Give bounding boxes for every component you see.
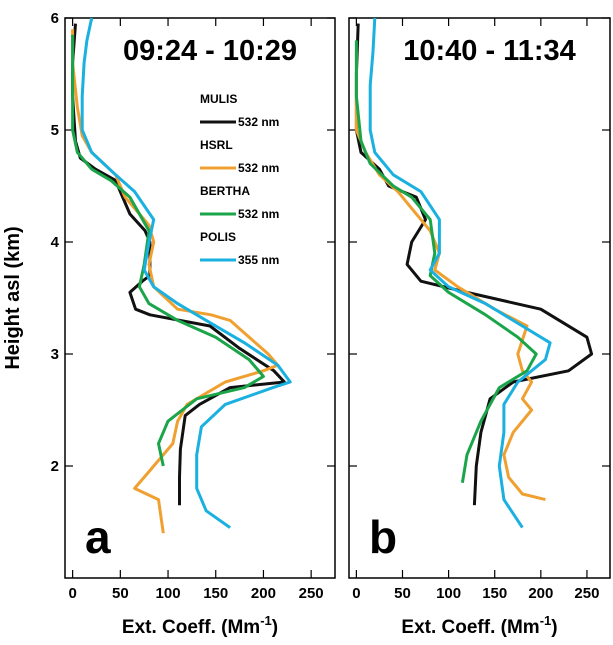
y-axis-label: Height asl (km) (2, 226, 24, 369)
plot-frame (64, 17, 336, 579)
x-axis-label-text: Ext. Coeff. (Mm (401, 617, 539, 638)
x-axis-label-sup: -1 (540, 613, 552, 628)
legend-name: MULIS (200, 92, 237, 106)
profile-line (80, 17, 292, 529)
x-tick-label: 200 (528, 585, 553, 602)
x-tick-label: 100 (156, 585, 181, 602)
plot-frame (348, 17, 611, 579)
legend-name: POLIS (200, 230, 236, 244)
x-axis-label-text: Ext. Coeff. (Mm (122, 617, 260, 638)
x-axis-label-sup: -1 (260, 613, 272, 628)
x-tick-label: 150 (482, 585, 507, 602)
panel-title: 09:24 - 10:29 (123, 35, 297, 67)
x-axis-label: Ext. Coeff. (Mm-1) (401, 613, 557, 638)
legend-name: HSRL (200, 138, 233, 152)
x-tick-label: 250 (299, 585, 324, 602)
panel-title: 10:40 - 11:34 (403, 35, 576, 67)
panel-label: b (369, 511, 397, 563)
x-tick-label: 50 (394, 585, 411, 602)
legend-wavelength: 355 nm (238, 253, 279, 267)
legend-wavelength: 532 nm (238, 207, 279, 221)
x-axis-label-suffix: ) (272, 617, 278, 638)
profile-line (354, 23, 594, 506)
panel-label: a (85, 511, 111, 563)
y-tick-label: 5 (51, 122, 59, 139)
profile-line (368, 17, 552, 529)
legend-name: BERTHA (200, 184, 250, 198)
x-axis-label: Ext. Coeff. (Mm-1) (122, 613, 278, 638)
x-tick-label: 0 (68, 585, 76, 602)
legend-wavelength: 532 nm (238, 115, 279, 129)
profile-line (71, 34, 265, 467)
x-tick-label: 200 (251, 585, 276, 602)
y-tick-label: 2 (51, 458, 59, 475)
y-tick-label: 6 (51, 10, 59, 27)
x-tick-label: 50 (112, 585, 129, 602)
x-tick-label: 250 (574, 585, 599, 602)
x-tick-label: 150 (203, 585, 228, 602)
x-tick-label: 0 (352, 585, 360, 602)
profile-line (71, 29, 280, 534)
profile-line (354, 40, 538, 484)
x-axis-label-suffix: ) (551, 617, 557, 638)
x-tick-label: 100 (436, 585, 461, 602)
profile-line (354, 51, 546, 502)
legend-wavelength: 532 nm (238, 161, 279, 175)
y-tick-label: 4 (51, 234, 60, 251)
y-tick-label: 3 (51, 346, 59, 363)
